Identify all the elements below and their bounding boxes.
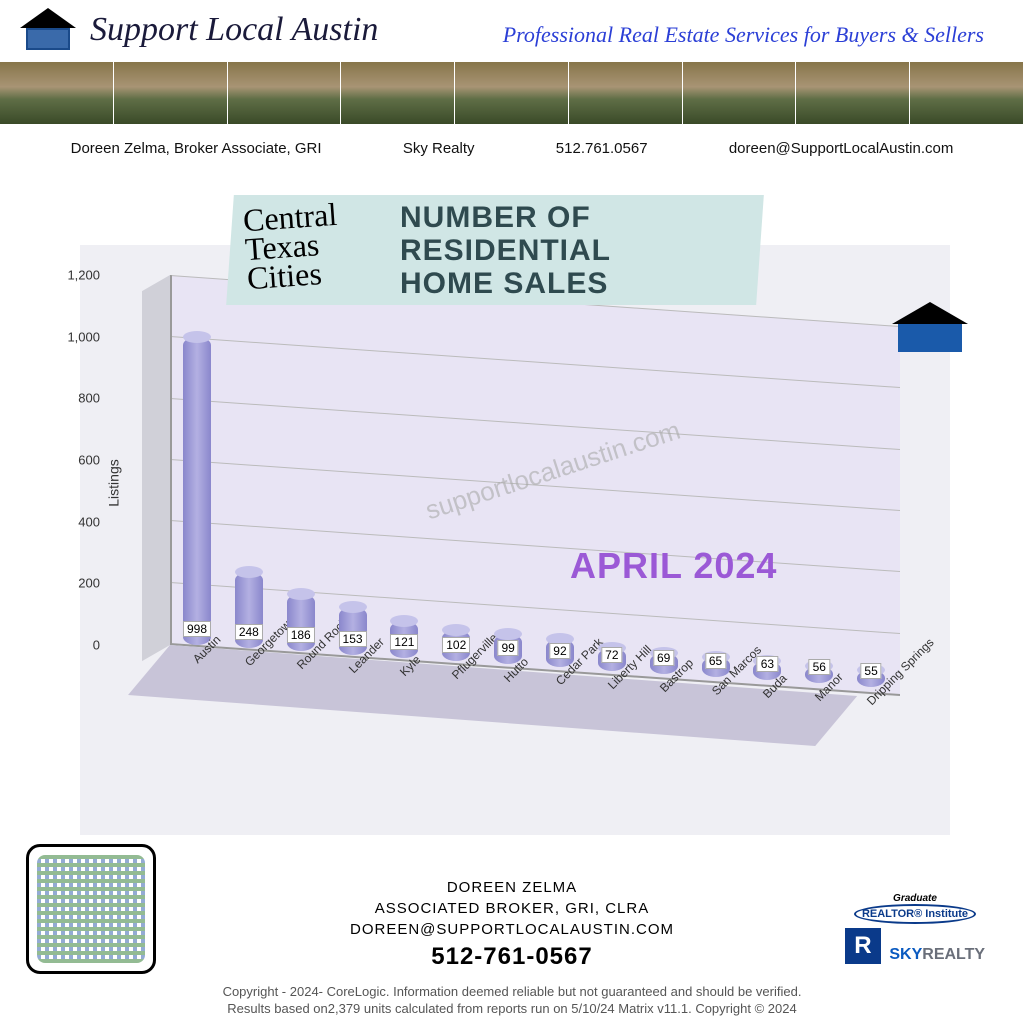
- footer: DOREEN ZELMA ASSOCIATED BROKER, GRI, CLR…: [0, 844, 1024, 1024]
- contact-name: Doreen Zelma, Broker Associate, GRI: [71, 140, 322, 157]
- chart-side-wall: [142, 275, 170, 661]
- bar-value: 69: [653, 650, 674, 666]
- y-axis-label: Listings: [106, 459, 122, 506]
- chart-3d-area: 0 200 400 600 800 1,000 1,200 Listings 9…: [80, 245, 950, 835]
- bar-value: 121: [390, 634, 418, 650]
- bar-value: 102: [442, 637, 470, 653]
- bar-value: 186: [287, 627, 315, 643]
- realtor-badge: Graduate REALTOR® Institute R SKYREALTY: [830, 893, 1000, 964]
- bar-value: 65: [705, 653, 726, 669]
- bar-value: 55: [860, 663, 881, 679]
- photo-strip: [0, 62, 1024, 124]
- sky-realty-logo: SKYREALTY: [889, 946, 985, 964]
- contact-email: doreen@SupportLocalAustin.com: [729, 140, 954, 157]
- title-main: NUMBER OF RESIDENTIAL HOME SALES: [400, 201, 611, 300]
- realtor-r-icon: R: [845, 928, 881, 964]
- bar-value: 99: [497, 640, 518, 656]
- bar-value: 92: [549, 643, 570, 659]
- contact-row: Doreen Zelma, Broker Associate, GRI Sky …: [0, 140, 1024, 157]
- bar-value: 63: [757, 656, 778, 672]
- house-logo-icon: [18, 6, 78, 54]
- period-label: APRIL 2024: [570, 545, 777, 587]
- bar-value: 998: [183, 621, 211, 637]
- chart: Central Texas Cities NUMBER OF RESIDENTI…: [80, 195, 950, 835]
- tagline: Professional Real Estate Services for Bu…: [503, 22, 984, 48]
- bar-value: 56: [809, 659, 830, 675]
- bar-value: 153: [339, 631, 367, 647]
- contact-phone: 512.761.0567: [556, 140, 648, 157]
- logo-area: Support Local Austin: [18, 6, 378, 54]
- house-icon: [890, 300, 970, 356]
- header: Support Local Austin Professional Real E…: [0, 0, 1024, 160]
- copyright: Copyright - 2024- CoreLogic. Information…: [0, 984, 1024, 1018]
- contact-brokerage: Sky Realty: [403, 140, 475, 157]
- title-script: Central Texas Cities: [242, 200, 342, 293]
- bar-value: 248: [235, 624, 263, 640]
- brand-title: Support Local Austin: [90, 11, 378, 49]
- bar-value: 72: [601, 647, 622, 663]
